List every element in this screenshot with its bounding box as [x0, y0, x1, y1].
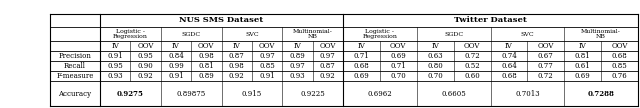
- Text: 0.52: 0.52: [464, 62, 480, 70]
- Text: SGDC: SGDC: [444, 32, 463, 37]
- Text: 0.91: 0.91: [259, 72, 275, 80]
- Text: IV: IV: [579, 42, 587, 50]
- Text: 0.89875: 0.89875: [177, 90, 205, 98]
- Text: 0.6962: 0.6962: [367, 90, 392, 98]
- Text: 0.99: 0.99: [168, 62, 184, 70]
- Text: 0.93: 0.93: [108, 72, 123, 80]
- Text: OOV: OOV: [198, 42, 214, 50]
- Text: OOV: OOV: [138, 42, 154, 50]
- Text: 0.68: 0.68: [612, 52, 627, 60]
- Text: Recall: Recall: [64, 62, 86, 70]
- Text: 0.95: 0.95: [108, 62, 123, 70]
- Text: OOV: OOV: [464, 42, 480, 50]
- Text: NUS SMS Dataset: NUS SMS Dataset: [179, 17, 264, 25]
- Text: 0.97: 0.97: [289, 62, 305, 70]
- Text: IV: IV: [505, 42, 513, 50]
- Text: 0.69: 0.69: [575, 72, 591, 80]
- Text: 0.91: 0.91: [168, 72, 184, 80]
- Text: 0.69: 0.69: [390, 52, 406, 60]
- Text: 0.98: 0.98: [198, 52, 214, 60]
- Text: OOV: OOV: [611, 42, 628, 50]
- Text: 0.92: 0.92: [229, 72, 244, 80]
- Text: IV: IV: [111, 42, 119, 50]
- Text: Logistic -
Regression: Logistic - Regression: [113, 29, 148, 39]
- Text: 0.81: 0.81: [198, 62, 214, 70]
- Text: 0.70: 0.70: [428, 72, 443, 80]
- Text: 0.61: 0.61: [575, 62, 591, 70]
- Text: 0.68: 0.68: [353, 62, 369, 70]
- Text: 0.71: 0.71: [390, 62, 406, 70]
- Text: 0.915: 0.915: [242, 90, 262, 98]
- Text: 0.9225: 0.9225: [300, 90, 325, 98]
- Text: SVC: SVC: [520, 32, 534, 37]
- Text: 0.89: 0.89: [198, 72, 214, 80]
- Text: 0.93: 0.93: [290, 72, 305, 80]
- Text: IV: IV: [172, 42, 180, 50]
- Text: 0.89: 0.89: [289, 52, 305, 60]
- Text: 0.7013: 0.7013: [515, 90, 540, 98]
- Text: 0.76: 0.76: [612, 72, 627, 80]
- Text: Multinomial-
NB: Multinomial- NB: [292, 29, 333, 39]
- Text: 0.97: 0.97: [259, 52, 275, 60]
- Text: 0.70: 0.70: [390, 72, 406, 80]
- Text: 0.74: 0.74: [501, 52, 517, 60]
- Text: 0.95: 0.95: [138, 52, 154, 60]
- Text: 0.98: 0.98: [229, 62, 244, 70]
- Text: Logistic -
Regression: Logistic - Regression: [362, 29, 397, 39]
- Text: 0.77: 0.77: [538, 62, 554, 70]
- Text: OOV: OOV: [538, 42, 554, 50]
- Text: 0.80: 0.80: [428, 62, 443, 70]
- Text: IV: IV: [233, 42, 241, 50]
- Text: Multinomial-
NB: Multinomial- NB: [581, 29, 621, 39]
- Text: 0.81: 0.81: [575, 52, 591, 60]
- Text: F-measure: F-measure: [56, 72, 93, 80]
- Text: 0.85: 0.85: [259, 62, 275, 70]
- Text: 0.64: 0.64: [501, 62, 517, 70]
- Text: 0.87: 0.87: [320, 62, 336, 70]
- Text: 0.92: 0.92: [138, 72, 154, 80]
- Text: OOV: OOV: [390, 42, 406, 50]
- Text: 0.72: 0.72: [538, 72, 554, 80]
- Text: 0.92: 0.92: [320, 72, 336, 80]
- Text: 0.63: 0.63: [428, 52, 443, 60]
- Text: 0.87: 0.87: [229, 52, 244, 60]
- Text: OOV: OOV: [319, 42, 336, 50]
- Text: 0.84: 0.84: [168, 52, 184, 60]
- Text: SGDC: SGDC: [182, 32, 201, 37]
- Text: 0.85: 0.85: [612, 62, 627, 70]
- Text: IV: IV: [358, 42, 365, 50]
- Text: 0.60: 0.60: [464, 72, 480, 80]
- Text: 0.71: 0.71: [353, 52, 369, 60]
- Text: 0.91: 0.91: [108, 52, 123, 60]
- Text: 0.69: 0.69: [353, 72, 369, 80]
- Text: IV: IV: [294, 42, 301, 50]
- Text: Twitter Dataset: Twitter Dataset: [454, 17, 527, 25]
- Text: 0.90: 0.90: [138, 62, 154, 70]
- Text: Precision: Precision: [59, 52, 92, 60]
- Text: 0.6605: 0.6605: [441, 90, 466, 98]
- Text: 0.9275: 0.9275: [117, 90, 144, 98]
- Text: OOV: OOV: [259, 42, 275, 50]
- Text: 0.7288: 0.7288: [588, 90, 614, 98]
- Text: 0.68: 0.68: [501, 72, 517, 80]
- Text: 0.67: 0.67: [538, 52, 554, 60]
- Text: IV: IV: [431, 42, 439, 50]
- Text: 0.72: 0.72: [464, 52, 480, 60]
- Text: SVC: SVC: [245, 32, 259, 37]
- Text: 0.97: 0.97: [320, 52, 336, 60]
- Text: Accuracy: Accuracy: [58, 90, 92, 98]
